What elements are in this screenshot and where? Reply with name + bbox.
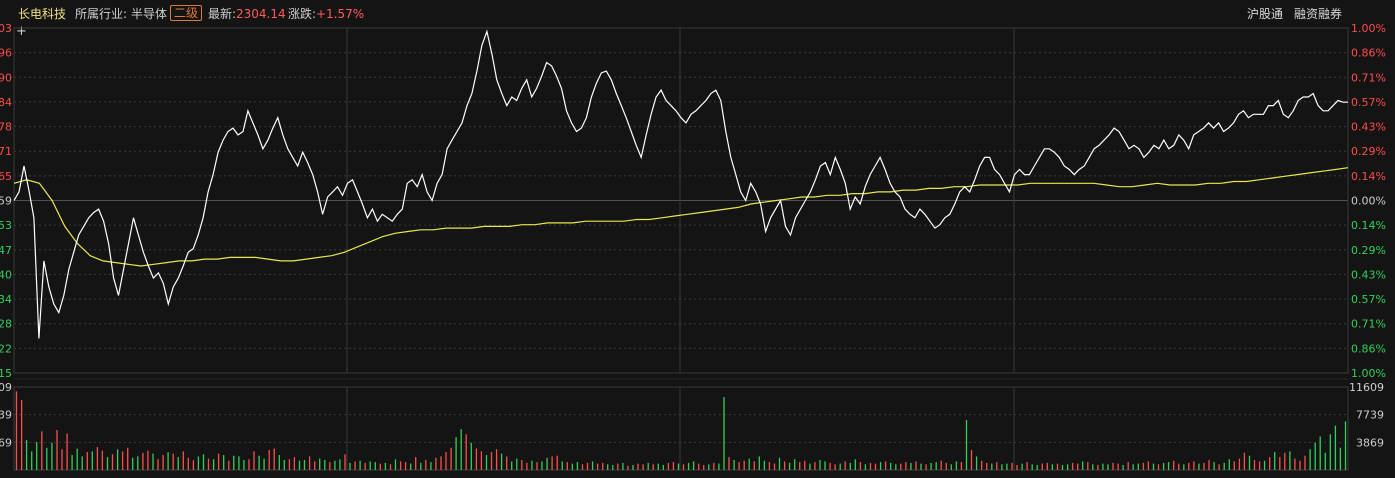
left-tick-label: 15: [0, 367, 12, 380]
volume-right-tick-label: 7739: [1356, 409, 1384, 422]
volume-right-tick-label: 11609: [1349, 381, 1384, 394]
left-tick-label: 96: [0, 47, 12, 60]
left-tick-label: 71: [0, 145, 12, 158]
right-tick-label: 1.00%: [1351, 22, 1386, 35]
left-tick-label: 40: [0, 268, 12, 281]
plus-icon[interactable]: +: [16, 24, 27, 39]
volume-right-tick-label: 3869: [1356, 436, 1384, 449]
industry-label: 所属行业:: [75, 7, 128, 21]
right-tick-label: 0.00%: [1351, 195, 1386, 208]
right-tick-label: 0.14%: [1351, 170, 1386, 183]
margin-trading-link[interactable]: 融资融券: [1294, 7, 1343, 21]
change-label: 涨跌:: [288, 7, 317, 21]
left-tick-label: 47: [0, 244, 12, 257]
change-value: +1.57%: [316, 7, 365, 21]
left-tick-label: 53: [0, 219, 12, 232]
volume-left-tick-label: 39: [0, 409, 12, 422]
right-tick-label: 1.00%: [1351, 367, 1386, 380]
level-badge: 二级: [170, 5, 203, 21]
left-tick-label: 59: [0, 195, 12, 208]
latest-label: 最新:: [208, 7, 237, 21]
latest-value: 2304.14: [236, 7, 286, 21]
stock-name[interactable]: 长电科技: [18, 7, 67, 21]
left-tick-label: 28: [0, 318, 12, 331]
volume-left-tick-label: 09: [0, 381, 12, 394]
right-tick-label: 0.14%: [1351, 219, 1386, 232]
right-tick-label: 0.71%: [1351, 318, 1386, 331]
left-tick-label: 90: [0, 71, 12, 84]
left-tick-label: 84: [0, 96, 12, 109]
left-tick-label: 03: [0, 22, 12, 35]
right-tick-label: 0.43%: [1351, 121, 1386, 134]
left-tick-label: 34: [0, 293, 12, 306]
left-tick-label: 65: [0, 170, 12, 183]
volume-pane-frame: [13, 386, 1349, 471]
volume-left-tick-label: 69: [0, 436, 12, 449]
right-tick-label: 0.86%: [1351, 47, 1386, 60]
right-tick-label: 0.57%: [1351, 96, 1386, 109]
industry-value[interactable]: 半导体: [131, 7, 168, 21]
left-tick-label: 78: [0, 121, 12, 134]
right-tick-label: 0.29%: [1351, 244, 1386, 257]
price-line: [13, 29, 1348, 339]
right-tick-label: 0.71%: [1351, 71, 1386, 84]
right-tick-label: 0.57%: [1351, 293, 1386, 306]
right-tick-label: 0.43%: [1351, 268, 1386, 281]
hsgt-link[interactable]: 沪股通: [1247, 7, 1284, 21]
right-tick-label: 0.86%: [1351, 342, 1386, 355]
right-tick-label: 0.29%: [1351, 145, 1386, 158]
chart-header: 长电科技 所属行业: 半导体 二级 最新: 2304.14 涨跌: +1.57%…: [0, 0, 1395, 28]
left-tick-label: 22: [0, 342, 12, 355]
average-price-line: [13, 167, 1349, 267]
